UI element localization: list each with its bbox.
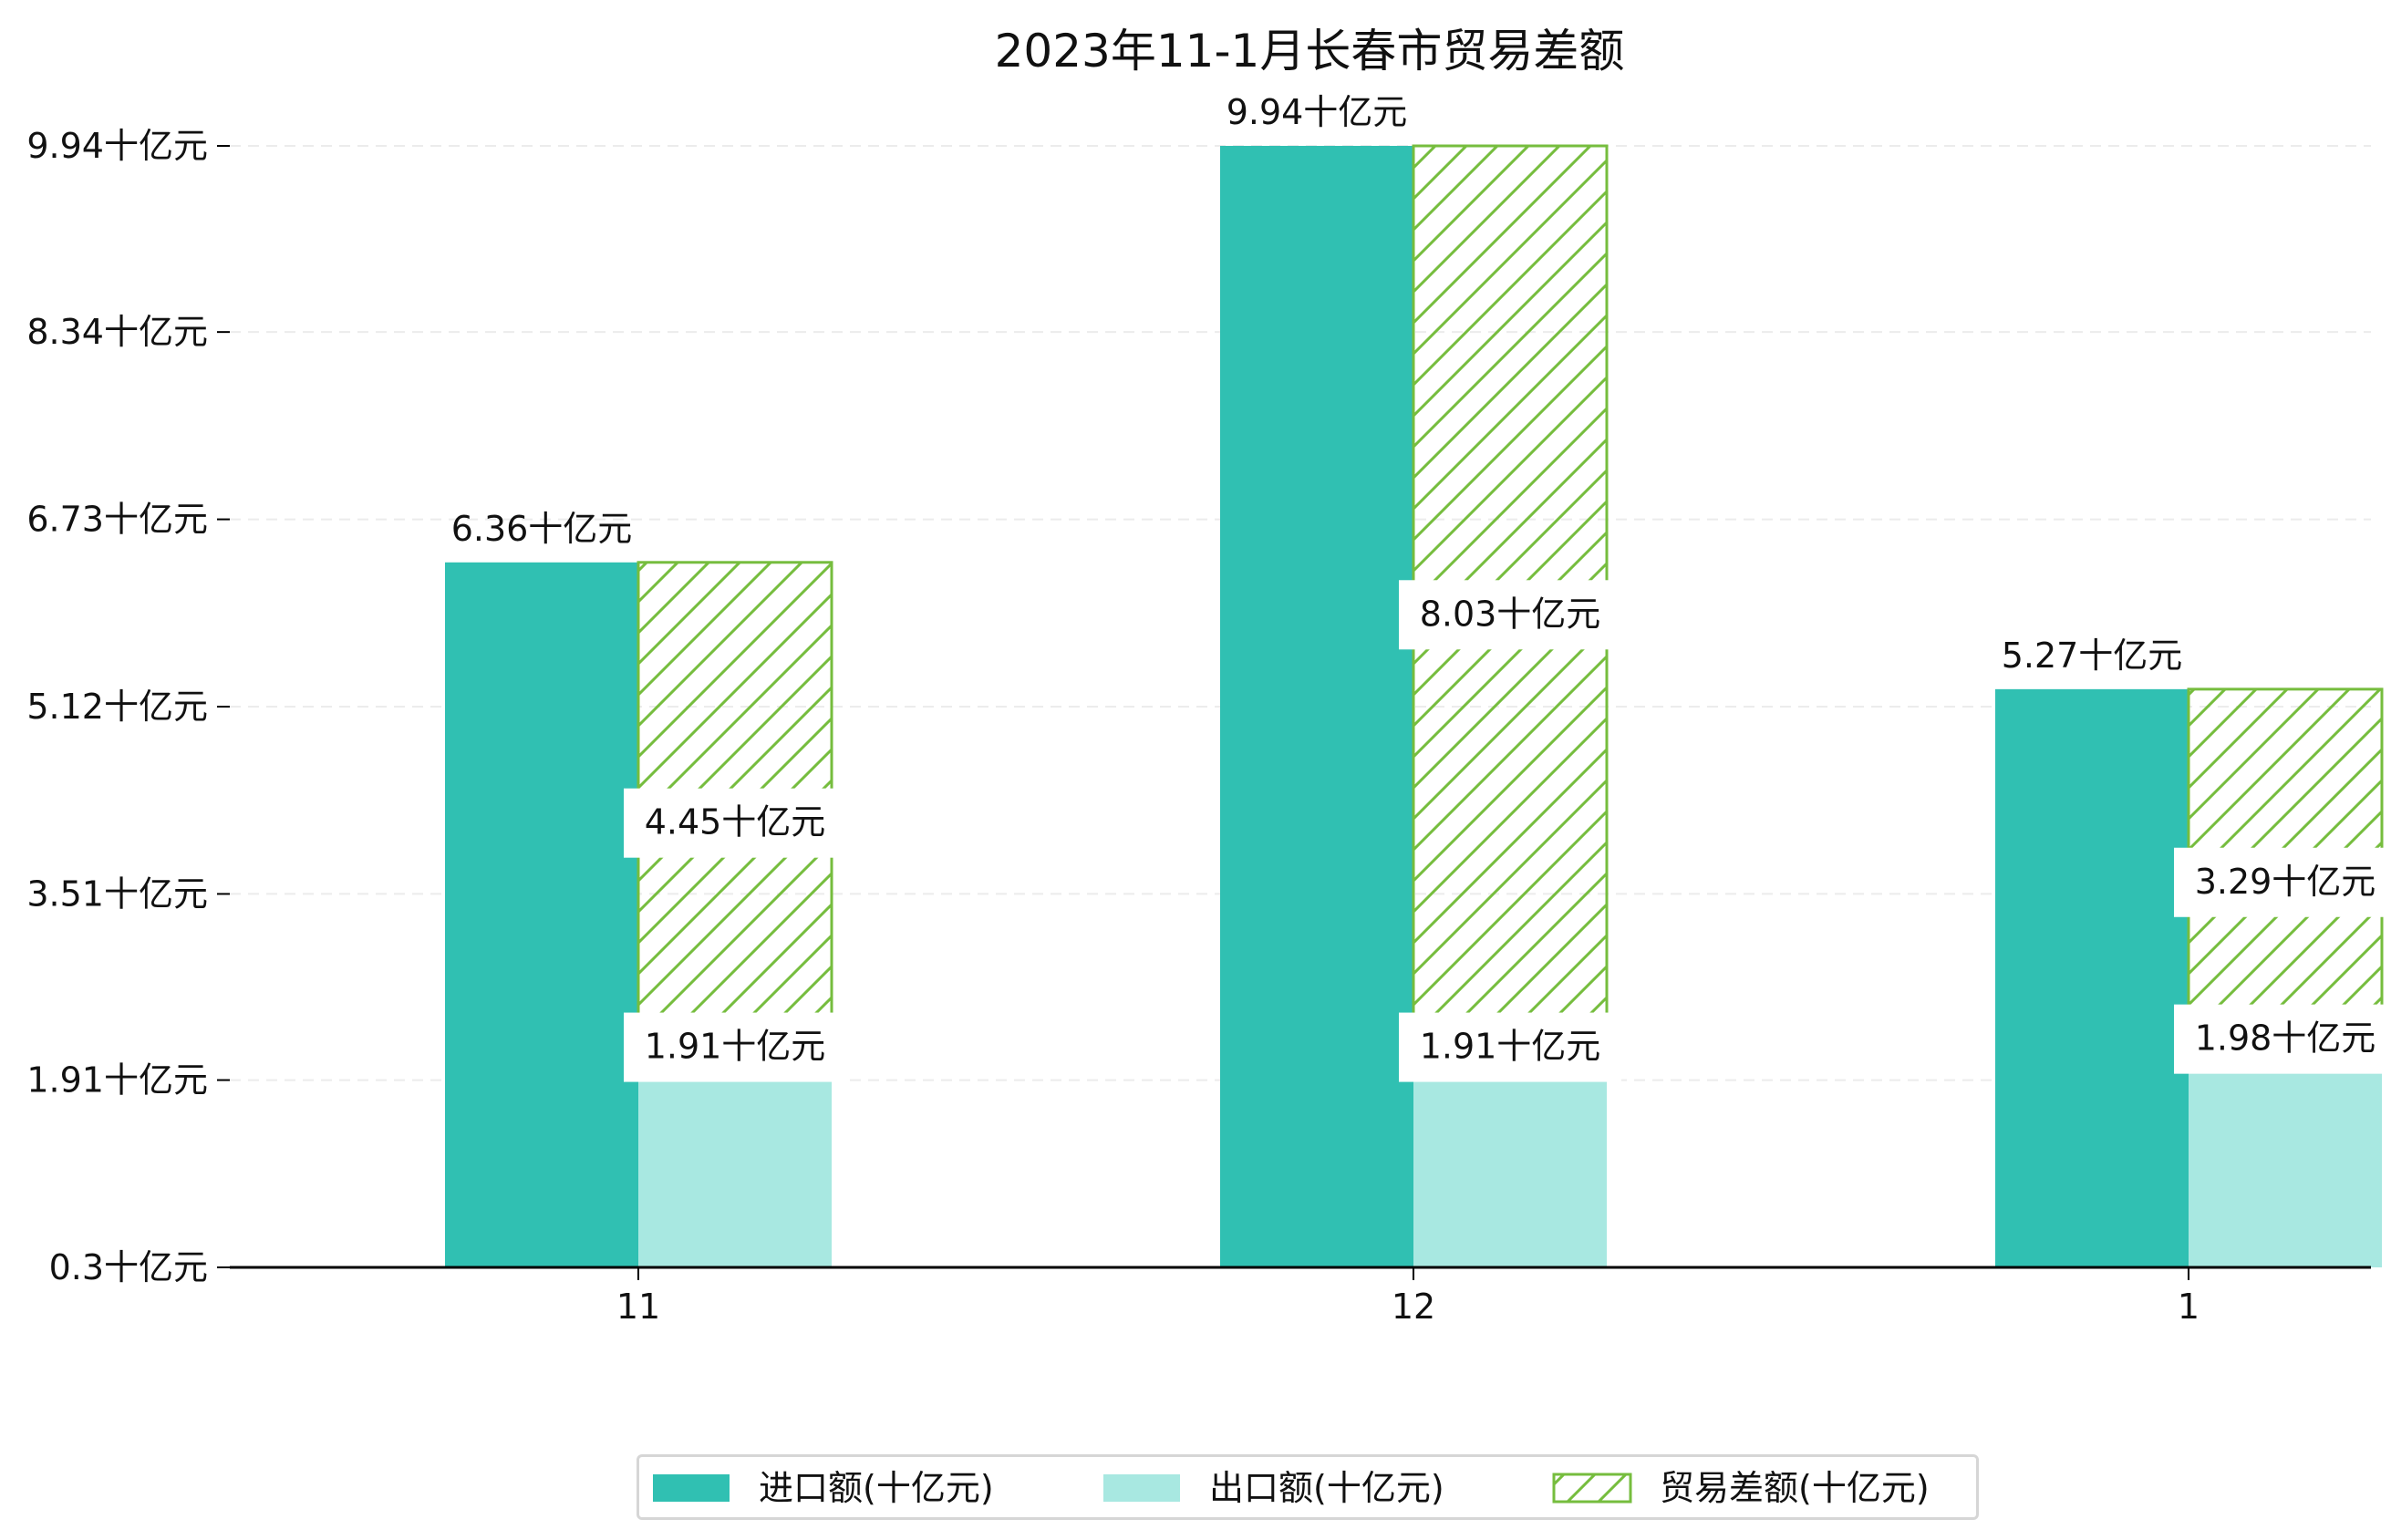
data-label-bg (624, 788, 846, 858)
y-tick-label: 9.94十亿元 (26, 126, 208, 166)
data-label-bg (2174, 847, 2391, 917)
legend-swatch (1103, 1474, 1180, 1502)
y-tick-label: 5.12十亿元 (26, 687, 208, 727)
y-tick-label: 1.91十亿元 (26, 1060, 208, 1101)
bar-export (2189, 1071, 2382, 1267)
data-label-bg (2174, 1004, 2391, 1074)
x-tick-label: 12 (1392, 1287, 1435, 1327)
legend-label: 出口额(十亿元) (1209, 1468, 1444, 1508)
chart-title: 2023年11-1月长春市贸易差额 (995, 25, 1625, 78)
axes: 0.3十亿元 1.91十亿元 3.51十亿元 5.12十亿元 6.73十亿元 8.34十亿… (26, 126, 2371, 1327)
data-labels: 6.36十亿元 1.91十亿元 4.45十亿元 9.94十亿元 1.91十亿元 8.03十… (451, 92, 2391, 1082)
bars (445, 144, 2384, 1267)
legend-swatch (1552, 1473, 1632, 1504)
bar-import (1995, 688, 2189, 1267)
data-label-import: 5.27十亿元 (2002, 636, 2183, 676)
bar-export (638, 1080, 832, 1267)
x-tick-label: 11 (616, 1287, 660, 1327)
x-tick-label: 1 (2178, 1287, 2200, 1327)
data-label-import: 9.94十亿元 (1227, 92, 1408, 132)
legend-swatch (653, 1474, 730, 1502)
y-tick-label: 6.73十亿元 (26, 500, 208, 540)
data-label-export: 1.98十亿元 (2195, 1018, 2376, 1059)
data-label-balance: 4.45十亿元 (645, 802, 826, 842)
data-label-balance: 8.03十亿元 (1420, 594, 1601, 634)
legend-label: 贸易差额(十亿元) (1660, 1468, 1930, 1508)
bar-import (445, 562, 638, 1267)
bar-import (1220, 146, 1413, 1267)
legend: 进口额(十亿元) 出口额(十亿元) 贸易差额(十亿元) (653, 1468, 1930, 1508)
data-label-export: 1.91十亿元 (645, 1027, 826, 1067)
data-label-export: 1.91十亿元 (1420, 1027, 1601, 1067)
data-label-bg (624, 1012, 846, 1082)
y-tick-label: 8.34十亿元 (26, 312, 208, 352)
y-tick-label: 3.51十亿元 (26, 873, 208, 914)
legend-box (637, 1454, 1979, 1520)
data-label-bg (1399, 1012, 1621, 1082)
y-tick-label: 0.3十亿元 (49, 1247, 208, 1287)
data-label-import: 6.36十亿元 (451, 509, 633, 549)
data-label-balance: 3.29十亿元 (2195, 862, 2376, 902)
data-label-bg (1399, 580, 1621, 650)
legend-label: 进口额(十亿元) (759, 1468, 994, 1508)
bar-export (1413, 1080, 1607, 1267)
